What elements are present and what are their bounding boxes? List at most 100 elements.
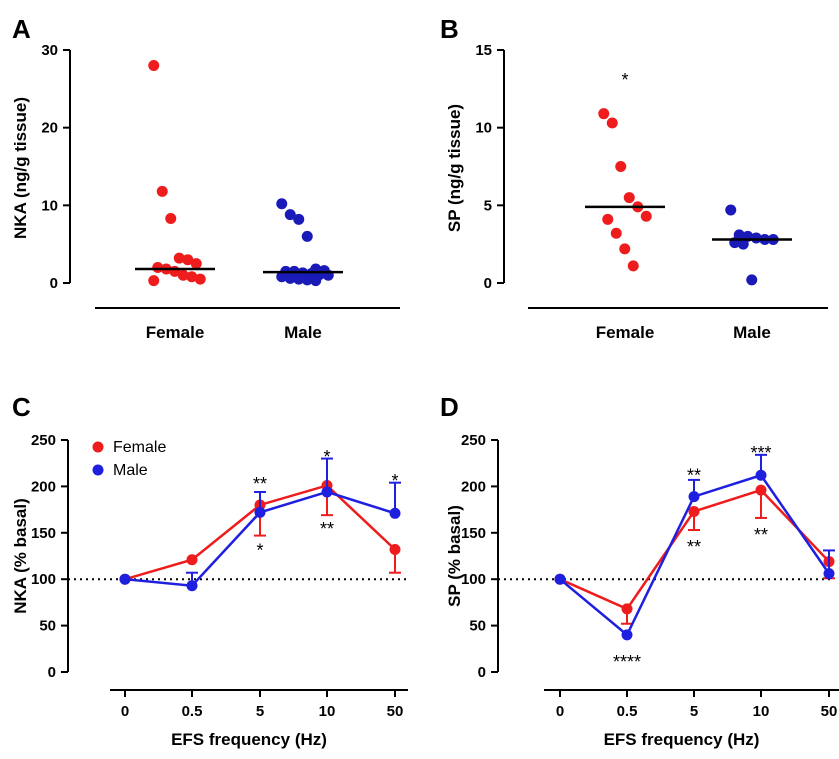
x-tick-label: 50 — [821, 703, 838, 720]
significance-marker: *** — [750, 443, 771, 463]
data-point — [182, 254, 194, 266]
data-point — [688, 505, 700, 517]
significance-marker: * — [323, 447, 330, 467]
legend-marker — [92, 464, 104, 476]
data-point — [301, 230, 313, 242]
data-point — [186, 580, 198, 592]
data-point — [284, 272, 296, 284]
legend-label: Female — [113, 439, 166, 456]
significance-marker: * — [621, 70, 628, 90]
y-tick-label: 15 — [475, 42, 492, 59]
x-tick-label: 0.5 — [182, 703, 203, 720]
data-point — [737, 238, 749, 250]
data-point — [276, 271, 288, 283]
y-tick-label: 150 — [461, 525, 486, 542]
data-point — [389, 507, 401, 519]
y-tick-label: 5 — [484, 197, 492, 214]
data-point — [284, 209, 296, 221]
x-tick-label: 0.5 — [617, 703, 638, 720]
significance-marker: * — [256, 541, 263, 561]
data-point — [627, 260, 639, 272]
legend-label: Male — [113, 462, 148, 479]
x-category-label: Male — [733, 323, 771, 342]
data-point — [321, 486, 333, 498]
x-axis-label: EFS frequency (Hz) — [171, 730, 327, 749]
data-point — [186, 554, 198, 566]
significance-marker: ** — [687, 465, 701, 485]
data-point — [194, 273, 206, 285]
y-tick-label: 100 — [461, 571, 486, 588]
data-point — [119, 573, 131, 585]
data-point — [640, 210, 652, 222]
data-point — [186, 271, 198, 283]
y-tick-label: 0 — [478, 664, 486, 681]
data-point — [598, 108, 610, 120]
data-point — [621, 629, 633, 641]
panel-letter: A — [12, 14, 31, 44]
panel-letter: C — [12, 392, 31, 422]
x-axis-label: EFS frequency (Hz) — [604, 730, 760, 749]
data-point — [554, 573, 566, 585]
x-tick-label: 0 — [556, 703, 564, 720]
x-tick-label: 0 — [121, 703, 129, 720]
data-point — [725, 204, 737, 216]
x-tick-label: 10 — [753, 703, 770, 720]
x-tick-label: 50 — [387, 703, 404, 720]
y-tick-label: 50 — [39, 618, 56, 635]
data-point — [293, 273, 305, 285]
data-point — [293, 213, 305, 225]
significance-marker: ** — [687, 537, 701, 557]
data-point — [688, 491, 700, 503]
x-category-label: Female — [146, 323, 205, 342]
y-tick-label: 100 — [31, 571, 56, 588]
data-point — [148, 60, 160, 72]
x-tick-label: 5 — [690, 703, 698, 720]
significance-marker: **** — [613, 652, 641, 672]
data-point — [602, 213, 614, 225]
y-tick-label: 200 — [461, 478, 486, 495]
data-point — [190, 258, 202, 270]
panel-letter: B — [440, 14, 459, 44]
data-point — [619, 243, 631, 255]
significance-marker: * — [391, 471, 398, 491]
data-point — [606, 117, 618, 129]
significance-marker: ** — [320, 519, 334, 539]
data-point — [148, 275, 160, 287]
data-point — [173, 252, 185, 264]
y-tick-label: 30 — [41, 42, 58, 59]
x-category-label: Male — [284, 323, 322, 342]
data-point — [310, 275, 322, 287]
y-tick-label: 150 — [31, 525, 56, 542]
data-point — [755, 469, 767, 481]
y-tick-label: 10 — [475, 120, 492, 137]
y-axis-label: NKA (% basal) — [11, 498, 30, 614]
data-point — [746, 274, 758, 286]
data-point — [156, 185, 168, 197]
panel-letter: D — [440, 392, 459, 422]
significance-marker: ** — [253, 474, 267, 494]
data-point — [755, 484, 767, 496]
y-tick-label: 0 — [48, 664, 56, 681]
data-point — [623, 192, 635, 204]
y-tick-label: 20 — [41, 120, 58, 137]
data-point — [276, 198, 288, 210]
y-tick-label: 50 — [469, 618, 486, 635]
data-point — [301, 274, 313, 286]
y-tick-label: 250 — [31, 432, 56, 449]
data-point — [621, 603, 633, 615]
y-tick-label: 0 — [50, 275, 58, 292]
y-axis-label: NKA (ng/g tissue) — [11, 97, 30, 239]
y-axis-label: SP (ng/g tissue) — [445, 104, 464, 232]
y-tick-label: 250 — [461, 432, 486, 449]
y-tick-label: 10 — [41, 197, 58, 214]
legend-marker — [92, 441, 104, 453]
x-tick-label: 10 — [319, 703, 336, 720]
significance-marker: ** — [754, 525, 768, 545]
y-tick-label: 0 — [484, 275, 492, 292]
data-point — [389, 544, 401, 556]
data-point — [615, 161, 627, 172]
data-point — [823, 568, 835, 580]
y-tick-label: 200 — [31, 478, 56, 495]
data-point — [177, 269, 189, 281]
